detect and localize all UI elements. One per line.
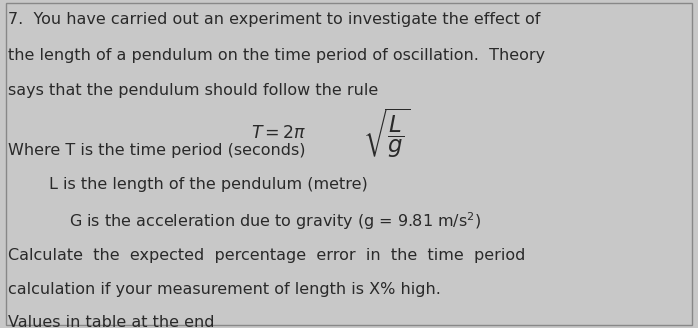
Text: says that the pendulum should follow the rule: says that the pendulum should follow the… [8,83,378,98]
Text: Where T is the time period (seconds): Where T is the time period (seconds) [8,143,306,158]
Text: L is the length of the pendulum (metre): L is the length of the pendulum (metre) [8,177,368,192]
Text: Values in table at the end: Values in table at the end [8,315,215,328]
FancyBboxPatch shape [6,3,692,325]
Text: $T = 2\pi$: $T = 2\pi$ [251,124,307,142]
Text: calculation if your measurement of length is X% high.: calculation if your measurement of lengt… [8,282,441,297]
Text: $\sqrt{\dfrac{L}{g}}$: $\sqrt{\dfrac{L}{g}}$ [363,106,410,160]
Text: the length of a pendulum on the time period of oscillation.  Theory: the length of a pendulum on the time per… [8,48,546,63]
Text: G is the acceleration due to gravity (g = 9.81 m/s$^2$): G is the acceleration due to gravity (g … [8,210,482,232]
Text: 7.  You have carried out an experiment to investigate the effect of: 7. You have carried out an experiment to… [8,12,541,28]
Text: Calculate  the  expected  percentage  error  in  the  time  period: Calculate the expected percentage error … [8,248,526,263]
